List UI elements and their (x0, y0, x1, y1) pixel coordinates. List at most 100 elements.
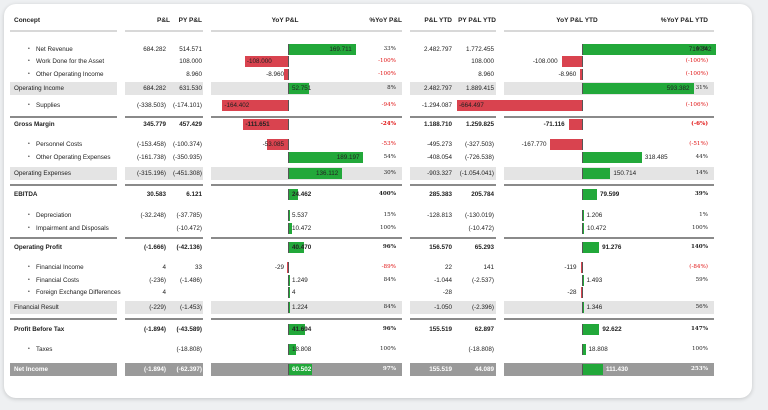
header-yoy-pl[interactable]: YoY P&L (271, 17, 299, 24)
yoy-value: -111.651 (245, 121, 270, 128)
yoy-ytd-axis (582, 69, 583, 80)
header-py-pl-ytd[interactable]: PY P&L YTD (458, 17, 496, 24)
yoy-value: -164.402 (224, 102, 250, 109)
pct-yoy-value (350, 288, 396, 297)
cell-py-pl-ytd: (-1.054.041) (459, 170, 494, 177)
yoy-ytd-bar (580, 69, 582, 80)
yoy-ytd-value: -71.116 (543, 121, 565, 128)
band-net-income (10, 363, 714, 376)
cell-pl: (-1.894) (143, 366, 166, 373)
yoy-bar (288, 83, 310, 94)
cell-pl-ytd: 155.519 (429, 326, 452, 333)
row-label: Foreign Exchange Differences (36, 289, 121, 296)
band-operating-income (10, 82, 714, 95)
cell-py-pl-ytd: 1.889.415 (465, 85, 494, 92)
cell-py-pl: 514.571 (179, 46, 202, 53)
row-bullet: • (28, 58, 30, 64)
column-gap-1 (117, 4, 125, 398)
cell-py-pl: 33 (194, 264, 202, 271)
yoy-ytd-bar (582, 242, 600, 253)
yoy-ytd-value: -108.000 (532, 58, 558, 65)
cell-py-pl: (-42.136) (176, 244, 202, 251)
header-pct-yoy-pl-ytd[interactable]: %YoY P&L YTD (660, 17, 708, 24)
cell-pl-ytd: 2.482.797 (423, 46, 452, 53)
cell-pl-ytd: -495.273 (427, 141, 452, 148)
cell-pl: (-236) (149, 277, 166, 284)
cell-pl (114, 70, 166, 79)
yoy-axis (288, 262, 289, 273)
pct-yoy-ytd-value: 31% (695, 85, 708, 91)
yoy-ytd-axis (582, 262, 583, 273)
yoy-ytd-bar (457, 100, 582, 111)
yoy-axis (288, 275, 289, 286)
cell-pl-ytd: -903.327 (427, 170, 452, 177)
cell-py-pl-ytd: 1.259.825 (465, 121, 494, 128)
yoy-value: -108.000 (246, 58, 272, 65)
header-pct-yoy-pl[interactable]: %YoY P&L (369, 17, 402, 24)
header-yoy-pl-ytd[interactable]: YoY P&L YTD (556, 17, 598, 24)
yoy-ytd-bar (582, 44, 716, 55)
yoy-axis (288, 44, 289, 55)
yoy-axis (288, 364, 289, 375)
pct-yoy-ytd-value: 44% (695, 154, 708, 160)
header-pl-ytd[interactable]: P&L YTD (424, 17, 452, 24)
pct-yoy-value: 96% (382, 326, 396, 332)
yoy-ytd-axis (582, 324, 583, 335)
row-label: Supplies (36, 102, 61, 109)
pct-yoy-value: 33% (383, 46, 396, 52)
row-label: Other Operating Income (36, 71, 104, 78)
header-concept[interactable]: Concept (14, 17, 40, 24)
cell-pl: 684.282 (143, 85, 166, 92)
yoy-ytd-bar (550, 139, 582, 150)
cell-py-pl: (-10.472) (176, 225, 202, 232)
yoy-ytd-value: 111.430 (605, 366, 629, 373)
pct-yoy-value: 100% (380, 346, 396, 352)
cell-pl: 4 (162, 289, 166, 296)
cell-py-pl: (-43.589) (176, 326, 202, 333)
yoy-value: -29 (274, 264, 284, 271)
yoy-bar (288, 168, 343, 179)
cell-pl-ytd: 155.519 (429, 366, 452, 373)
yoy-ytd-value: 79.599 (599, 191, 620, 198)
pct-yoy-ytd-value (660, 288, 708, 297)
row-label: Financial Income (36, 264, 84, 271)
cell-pl-ytd (404, 57, 452, 66)
yoy-axis (288, 83, 289, 94)
yoy-axis (288, 69, 289, 80)
yoy-value: -8.960 (266, 71, 284, 78)
yoy-bar (243, 119, 288, 130)
pct-yoy-ytd-value: 147% (691, 326, 708, 332)
row-bullet: • (28, 212, 30, 218)
cell-pl: (-338.503) (136, 102, 166, 109)
pct-yoy-value: -24% (380, 121, 396, 127)
cell-pl-ytd: 2.482.797 (423, 85, 452, 92)
yoy-value: 5.537 (292, 212, 308, 219)
cell-pl-ytd: 22 (444, 264, 452, 271)
yoy-bar (288, 210, 291, 221)
yoy-axis (288, 168, 289, 179)
yoy-ytd-value: 91.276 (602, 244, 622, 251)
yoy-value: 40.470 (292, 244, 312, 251)
header-py-pl[interactable]: PY P&L (178, 17, 202, 24)
yoy-ytd-value: 92.622 (602, 326, 622, 333)
yoy-ytd-axis (582, 119, 583, 130)
yoy-ytd-bar (582, 168, 611, 179)
yoy-value: 1.249 (292, 277, 308, 284)
yoy-ytd-value: 150.714 (613, 170, 637, 177)
yoy-bar (288, 242, 305, 253)
yoy-ytd-bar (580, 287, 582, 298)
cell-pl-ytd: 1.188.710 (423, 121, 452, 128)
yoy-ytd-axis (582, 287, 583, 298)
header-pl[interactable]: P&L (157, 17, 170, 24)
column-gap-3 (402, 4, 410, 398)
row-label: Operating Income (14, 85, 65, 92)
pct-yoy-ytd-value: (-51%) (689, 141, 708, 147)
band-financial-result (10, 301, 714, 314)
yoy-bar (284, 69, 288, 80)
pct-yoy-ytd-value: (-6%) (691, 121, 708, 127)
yoy-ytd-bar (568, 119, 582, 130)
yoy-axis (288, 152, 289, 163)
pct-yoy-value: 400% (379, 191, 396, 197)
row-bullet: • (28, 346, 30, 352)
pct-yoy-value: 100% (380, 225, 396, 231)
